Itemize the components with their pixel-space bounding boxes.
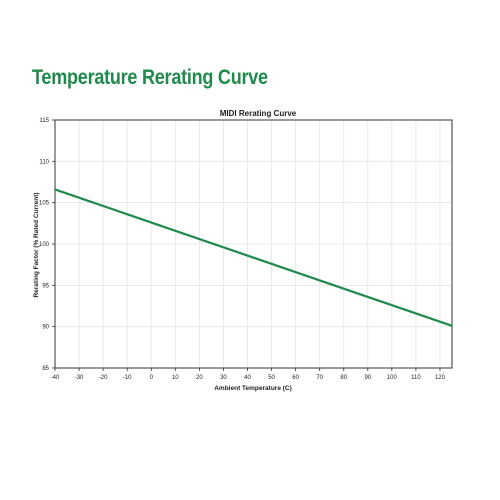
chart-title: MIDI Rerating Curve <box>220 109 297 118</box>
y-tick-label: 100 <box>39 242 50 248</box>
x-tick-label: 50 <box>268 375 275 381</box>
y-axis-label: Rerating Factor (% Rated Current) <box>33 192 40 297</box>
series-line <box>54 188 453 327</box>
x-tick-label: -10 <box>123 375 132 381</box>
grid <box>55 120 452 368</box>
y-tick-label: 115 <box>39 118 49 124</box>
y-tick-label: 85 <box>42 366 49 372</box>
x-axis-label: Ambient Temperature (C) <box>214 385 292 392</box>
x-tick-label: 80 <box>340 375 347 381</box>
x-tick-label: 100 <box>387 375 398 381</box>
y-tick-label: 95 <box>42 283 49 289</box>
page-title: Temperature Rerating Curve <box>32 66 268 89</box>
x-tick-label: 0 <box>150 375 154 381</box>
x-tick-label: 120 <box>435 375 446 381</box>
x-tick-label: -30 <box>75 375 84 381</box>
x-tick-label: -20 <box>99 375 108 381</box>
x-tick-label: 90 <box>364 375 371 381</box>
x-tick-label: 60 <box>292 375 299 381</box>
x-tick-label: 70 <box>316 375 323 381</box>
x-tick-label: 110 <box>411 375 421 381</box>
x-tick-label: 10 <box>172 375 179 381</box>
x-tick-label: -40 <box>51 375 60 381</box>
y-tick-label: 110 <box>39 159 49 165</box>
x-tick-label: 30 <box>220 375 227 381</box>
y-axis: 85 90 95 100 105 110 115 <box>39 118 55 372</box>
y-tick-label: 105 <box>39 201 50 207</box>
x-tick-label: 40 <box>244 375 251 381</box>
x-axis: -40 -30 -20 -10 0 10 20 30 40 50 60 70 80 90 100 110 120 <box>51 368 446 381</box>
x-tick-label: 20 <box>196 375 203 381</box>
series-group <box>54 188 453 327</box>
y-tick-label: 90 <box>42 325 49 331</box>
